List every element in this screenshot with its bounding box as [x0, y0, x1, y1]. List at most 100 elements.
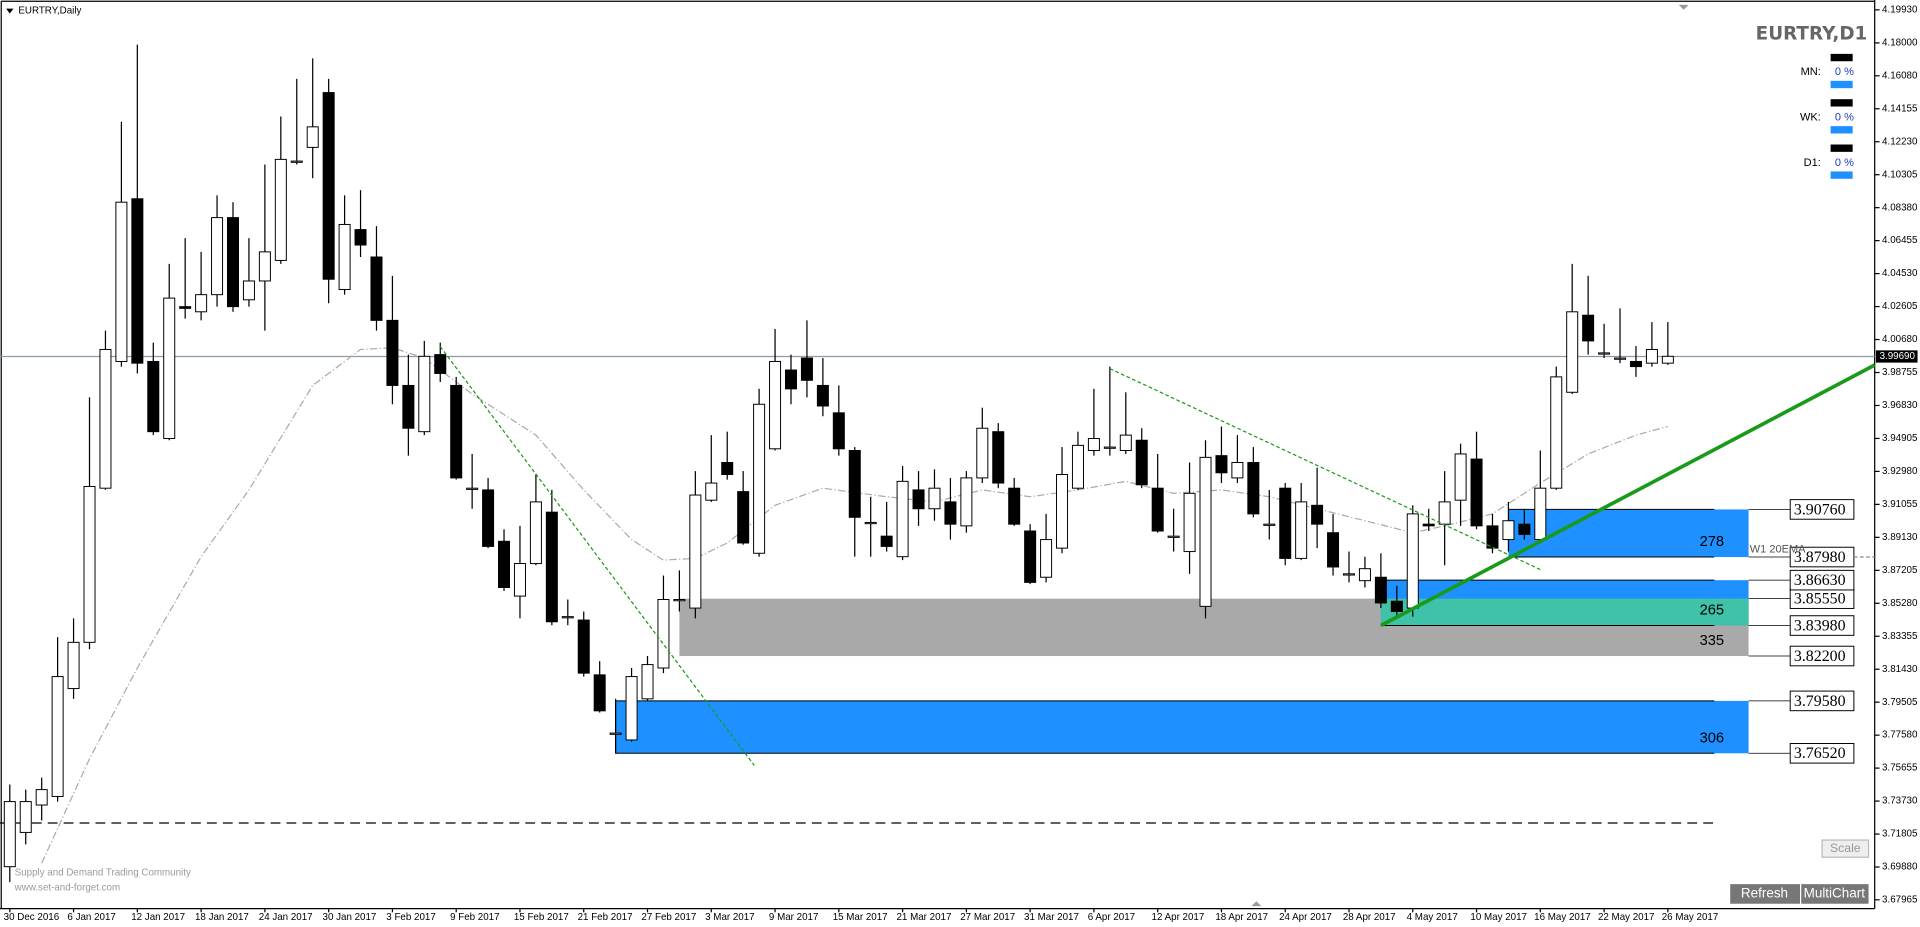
candle-body — [131, 198, 144, 364]
candle-body — [211, 217, 224, 296]
y-tick-label: 3.92980 — [1882, 466, 1918, 477]
candle-body — [1199, 456, 1212, 607]
multichart-button-box[interactable] — [1801, 884, 1869, 904]
x-tick-label: 28 Apr 2017 — [1343, 912, 1396, 923]
candle-body — [1135, 439, 1148, 486]
candle-body — [1040, 539, 1053, 578]
y-tick-label: 3.98755 — [1882, 367, 1918, 378]
zone-size: 265 — [1700, 603, 1725, 619]
multichart-button[interactable]: MultiChart — [1801, 884, 1869, 904]
candle-body — [609, 732, 622, 735]
plot: 278 3.90760 3.87980 335 3.85550 3.82200 265 3.8… — [0, 44, 1876, 883]
candle-body — [498, 540, 511, 589]
candle-body — [928, 487, 941, 510]
chart-title: EURTRY,Daily — [18, 6, 81, 17]
refresh-button[interactable]: Refresh — [1730, 884, 1800, 904]
candle-body — [386, 319, 399, 386]
scale-button[interactable]: Scale — [1821, 839, 1870, 858]
candle-body — [864, 521, 877, 525]
zone-size: 306 — [1700, 730, 1725, 746]
refresh-button-box[interactable] — [1730, 884, 1800, 904]
x-tick-label: 9 Mar 2017 — [769, 912, 818, 923]
candle-body — [1008, 487, 1021, 525]
candle-body — [274, 158, 287, 261]
x-tick-label: 3 Feb 2017 — [386, 912, 435, 923]
y-tick-label: 3.73730 — [1882, 796, 1918, 807]
candle-body — [1534, 487, 1547, 541]
candle-body — [737, 491, 750, 544]
candle-body — [545, 511, 558, 623]
candle-body — [1151, 487, 1164, 532]
scale-button-box[interactable] — [1821, 839, 1870, 858]
x-tick-label: 31 Mar 2017 — [1024, 912, 1079, 923]
x-tick-label: 27 Mar 2017 — [960, 912, 1015, 923]
panel-row-label: WK: — [1800, 111, 1821, 123]
scroll-marker — [1251, 901, 1262, 907]
candle-body — [147, 360, 160, 433]
candle-body — [1390, 600, 1403, 612]
x-tick-label: 12 Apr 2017 — [1152, 912, 1205, 923]
x-tick-label: 18 Apr 2017 — [1215, 912, 1268, 923]
candle-body — [258, 251, 271, 282]
candle-body — [1231, 462, 1244, 479]
zone-label: 3.83980 — [1794, 617, 1846, 634]
candle-body — [912, 489, 925, 510]
refresh-button-label[interactable]: Refresh — [1741, 885, 1788, 900]
zone-label-box — [1789, 615, 1855, 636]
panel-bar — [1830, 144, 1853, 152]
zone-label-box — [1789, 499, 1855, 520]
y-tick-label: 3.89130 — [1882, 532, 1918, 543]
candle-body — [944, 501, 957, 525]
candle-body — [705, 482, 718, 501]
zone-label-box — [1789, 690, 1855, 712]
zone-label: 3.76520 — [1794, 745, 1846, 762]
candle-body — [641, 664, 654, 700]
zone-label: 3.82200 — [1794, 648, 1846, 665]
candle-body — [370, 256, 383, 321]
candle-body — [1374, 576, 1387, 604]
candle-body — [896, 480, 909, 558]
watermark: www.set-and-forget.com — [14, 882, 120, 893]
candle-body — [1087, 438, 1100, 452]
candle-body — [1438, 501, 1451, 525]
candle-body — [1406, 513, 1419, 609]
multichart-button-label[interactable]: MultiChart — [1804, 885, 1866, 900]
zone-size: 278 — [1700, 534, 1725, 550]
candle-body — [1566, 311, 1579, 393]
candle-body — [1550, 376, 1563, 489]
y-tick-label: 4.02605 — [1882, 301, 1918, 312]
candle-body — [1103, 446, 1116, 449]
current-price-label: 3.99690 — [1880, 351, 1916, 362]
candle-body — [1167, 535, 1180, 538]
candle-body — [561, 616, 574, 619]
x-tick-label: 6 Apr 2017 — [1088, 912, 1135, 923]
y-tick-label: 4.16080 — [1882, 70, 1918, 81]
x-tick-label: 6 Jan 2017 — [67, 912, 115, 923]
candle-body — [657, 599, 670, 669]
zone — [615, 700, 1749, 754]
annotation: W1 20EMA — [1750, 544, 1806, 556]
candle-body — [1215, 455, 1228, 474]
zone-label-box — [1789, 743, 1855, 764]
x-tick-label: 16 May 2017 — [1534, 912, 1591, 923]
y-tick-label: 3.75655 — [1882, 763, 1918, 774]
candle-body — [1327, 532, 1340, 568]
candle-body — [577, 619, 590, 674]
candle-body — [992, 431, 1005, 484]
candle-body — [1119, 434, 1132, 452]
candle-body — [1645, 348, 1658, 364]
candle-body — [1311, 504, 1324, 525]
y-tick-label: 3.71805 — [1882, 829, 1918, 840]
zone-label: 3.85550 — [1794, 591, 1846, 608]
candle-body — [402, 384, 415, 429]
candle-body — [1024, 530, 1037, 583]
panel-bar — [1830, 171, 1853, 179]
y-tick-label: 4.00680 — [1882, 334, 1918, 345]
scale-button-label[interactable]: Scale — [1830, 841, 1861, 855]
y-tick-label: 4.14155 — [1882, 103, 1918, 114]
candle-body — [1598, 352, 1611, 355]
y-tick-label: 4.12230 — [1882, 136, 1918, 147]
candle-body — [35, 789, 48, 806]
candle-body — [226, 217, 239, 308]
